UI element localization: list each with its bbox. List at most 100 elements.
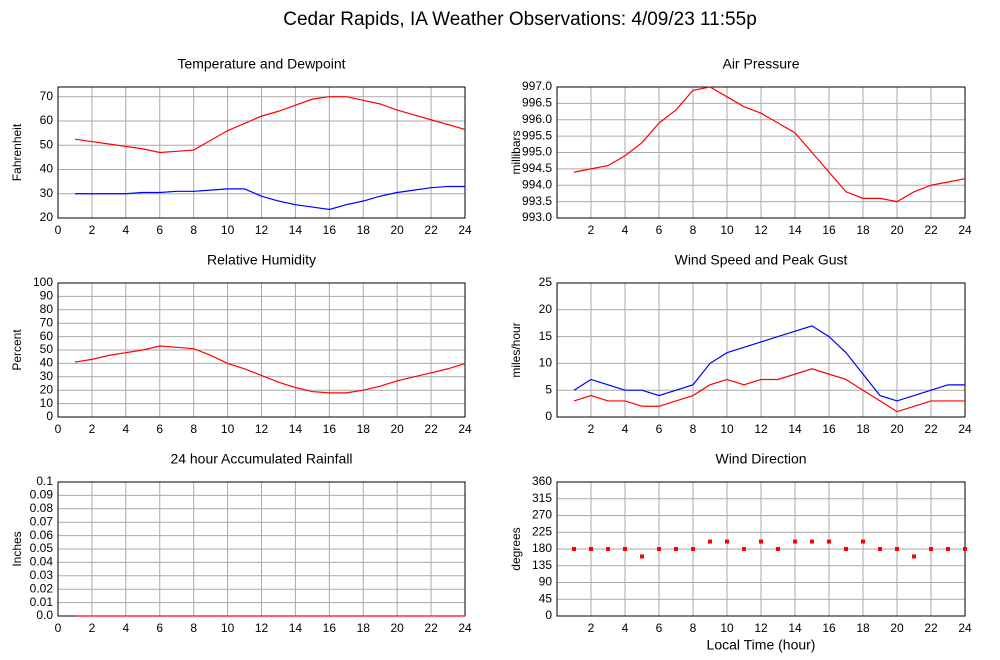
y-tick-label: 360 xyxy=(532,474,552,488)
y-tick-label: 994.0 xyxy=(522,177,552,191)
x-tick-label: 6 xyxy=(156,223,163,237)
y-tick-label: 996.0 xyxy=(522,112,552,126)
point xyxy=(623,547,627,551)
x-tick-label: 8 xyxy=(190,223,197,237)
x-tick-label: 18 xyxy=(856,621,870,635)
x-tick-label: 4 xyxy=(122,422,129,436)
y-axis-label: millibars xyxy=(509,130,523,174)
point xyxy=(708,539,712,544)
y-tick-label: 0.01 xyxy=(30,595,54,609)
chart-title: Wind Direction xyxy=(715,451,806,467)
y-tick-label: 70 xyxy=(40,315,54,329)
chart-title: Air Pressure xyxy=(722,56,799,72)
x-tick-label: 14 xyxy=(788,422,802,436)
x-tick-label: 18 xyxy=(856,223,870,237)
point xyxy=(606,547,610,551)
x-tick-label: 16 xyxy=(822,621,836,635)
x-tick-label: 0 xyxy=(55,223,62,237)
x-tick-label: 12 xyxy=(255,621,269,635)
point xyxy=(895,547,899,551)
page-title: Cedar Rapids, IA Weather Observations: 4… xyxy=(283,9,757,30)
y-tick-label: 0.05 xyxy=(30,541,54,555)
x-tick-label: 12 xyxy=(754,621,768,635)
y-tick-label: 270 xyxy=(532,508,552,522)
y-axis-label: Percent xyxy=(10,329,24,371)
x-tick-label: 22 xyxy=(924,422,938,436)
y-tick-label: 60 xyxy=(40,329,54,343)
x-tick-label: 4 xyxy=(622,422,629,436)
x-tick-label: 16 xyxy=(822,422,836,436)
x-tick-label: 10 xyxy=(720,422,734,436)
x-tick-label: 12 xyxy=(754,422,768,436)
point xyxy=(912,554,916,559)
point xyxy=(827,539,831,544)
x-tick-label: 12 xyxy=(754,223,768,237)
series-line xyxy=(573,86,966,203)
y-tick-label: 60 xyxy=(40,113,54,127)
y-axis-label: Inches xyxy=(10,531,24,566)
point xyxy=(844,547,848,551)
y-tick-label: 90 xyxy=(40,289,54,303)
series-line xyxy=(573,368,965,413)
y-tick-label: 0.07 xyxy=(30,514,54,528)
x-tick-label: 18 xyxy=(856,422,870,436)
x-tick-label: 10 xyxy=(221,621,235,635)
x-tick-label: 20 xyxy=(390,223,404,237)
y-axis-label: degrees xyxy=(509,527,523,570)
y-tick-label: 40 xyxy=(40,356,54,370)
y-tick-label: 0 xyxy=(545,409,552,423)
point xyxy=(776,547,780,551)
y-tick-label: 0.06 xyxy=(30,528,54,542)
point xyxy=(657,547,661,551)
point xyxy=(810,539,814,544)
series-line xyxy=(573,325,965,402)
chart-title: Relative Humidity xyxy=(207,252,316,268)
x-tick-label: 18 xyxy=(357,621,371,635)
x-tick-label: 8 xyxy=(190,621,197,635)
y-tick-label: 10 xyxy=(539,356,553,370)
y-tick-label: 5 xyxy=(545,382,552,396)
x-axis-label: Local Time (hour) xyxy=(707,637,816,653)
y-tick-label: 0 xyxy=(46,409,53,423)
series-line xyxy=(74,345,466,394)
y-tick-label: 70 xyxy=(40,89,54,103)
point xyxy=(759,539,763,544)
plot-frame xyxy=(57,282,466,418)
x-tick-label: 16 xyxy=(323,223,337,237)
x-tick-label: 8 xyxy=(190,422,197,436)
y-tick-label: 10 xyxy=(40,396,54,410)
x-tick-label: 22 xyxy=(424,621,438,635)
y-tick-label: 0 xyxy=(545,608,552,622)
x-tick-label: 24 xyxy=(458,223,472,237)
y-tick-label: 0.0 xyxy=(36,608,53,622)
point xyxy=(725,539,729,544)
y-tick-label: 80 xyxy=(40,302,54,316)
x-tick-label: 4 xyxy=(122,223,129,237)
point xyxy=(929,547,933,551)
x-tick-label: 2 xyxy=(588,621,595,635)
chart-title: Wind Speed and Peak Gust xyxy=(675,252,848,268)
x-tick-label: 6 xyxy=(156,422,163,436)
chart-title: Temperature and Dewpoint xyxy=(177,56,345,72)
y-tick-label: 40 xyxy=(40,162,54,176)
x-tick-label: 14 xyxy=(289,223,303,237)
x-tick-label: 8 xyxy=(690,223,697,237)
x-tick-label: 16 xyxy=(323,422,337,436)
x-tick-label: 8 xyxy=(690,422,697,436)
y-tick-label: 225 xyxy=(532,524,552,538)
x-tick-label: 2 xyxy=(89,621,96,635)
y-tick-label: 30 xyxy=(40,369,54,383)
x-tick-label: 4 xyxy=(622,621,629,635)
y-tick-label: 994.5 xyxy=(522,161,552,175)
y-tick-label: 100 xyxy=(33,275,53,289)
y-tick-label: 0.04 xyxy=(30,555,54,569)
x-tick-label: 22 xyxy=(924,223,938,237)
x-tick-label: 18 xyxy=(357,223,371,237)
y-tick-label: 997.0 xyxy=(522,79,552,93)
plot-frame xyxy=(57,86,466,219)
x-tick-label: 16 xyxy=(323,621,337,635)
x-tick-label: 18 xyxy=(357,422,371,436)
y-tick-label: 180 xyxy=(532,541,552,555)
y-tick-label: 20 xyxy=(40,382,54,396)
